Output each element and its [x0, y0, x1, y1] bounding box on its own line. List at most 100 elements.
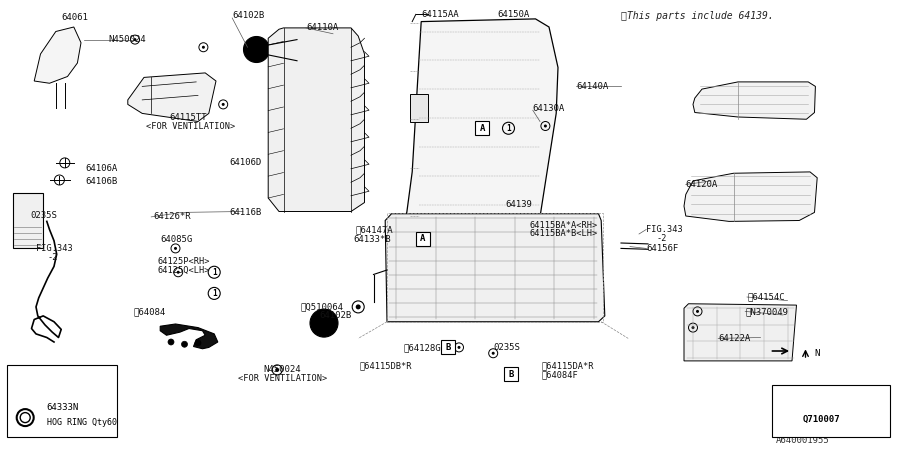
Text: ※This parts include 64139.: ※This parts include 64139. [621, 11, 774, 21]
Text: FIG.343: FIG.343 [36, 244, 73, 253]
Text: 64120A: 64120A [686, 180, 718, 189]
Bar [441, 340, 455, 355]
Circle shape [174, 247, 177, 250]
Text: ※64115DA*R: ※64115DA*R [542, 361, 594, 370]
Circle shape [322, 321, 326, 325]
Text: <FOR VENTILATION>: <FOR VENTILATION> [238, 374, 328, 383]
Text: B: B [446, 343, 451, 352]
Circle shape [322, 321, 326, 325]
Text: 1: 1 [506, 124, 511, 133]
Text: 64156F: 64156F [646, 244, 679, 253]
Text: ※64115DB*R: ※64115DB*R [360, 361, 412, 370]
Text: ※64147A: ※64147A [356, 225, 393, 234]
Bar [416, 231, 430, 246]
Text: HOG RING Qty60: HOG RING Qty60 [47, 418, 117, 427]
Text: 64061: 64061 [61, 13, 88, 22]
Polygon shape [405, 19, 558, 223]
Text: N450024: N450024 [108, 35, 146, 44]
Text: -2: -2 [657, 234, 668, 243]
Circle shape [691, 326, 695, 329]
Text: 64126*R: 64126*R [153, 212, 191, 221]
Polygon shape [268, 28, 364, 212]
Text: 64106D: 64106D [230, 158, 262, 167]
Circle shape [322, 321, 326, 325]
Text: 1: 1 [212, 268, 217, 277]
Text: 64140A: 64140A [576, 82, 608, 91]
Text: ※N370049: ※N370049 [745, 307, 788, 316]
Text: 64115AA: 64115AA [421, 10, 459, 19]
Text: 64085G: 64085G [160, 235, 193, 244]
Bar [387, 213, 603, 322]
Text: A: A [480, 124, 485, 133]
Polygon shape [385, 214, 605, 322]
Bar [475, 121, 490, 135]
Circle shape [322, 321, 326, 325]
Polygon shape [684, 304, 796, 361]
Circle shape [315, 314, 333, 332]
Text: ※Q510064: ※Q510064 [301, 302, 344, 311]
Text: -2: -2 [48, 253, 58, 262]
Circle shape [244, 36, 269, 63]
Circle shape [249, 42, 264, 57]
Circle shape [491, 352, 495, 355]
Circle shape [254, 46, 259, 53]
Circle shape [322, 321, 326, 325]
Circle shape [322, 321, 326, 325]
Text: 64115BA*B<LH>: 64115BA*B<LH> [529, 230, 598, 238]
Text: 0235S: 0235S [31, 212, 58, 220]
Circle shape [168, 339, 174, 345]
Text: 64333N: 64333N [47, 403, 79, 412]
Circle shape [544, 125, 547, 127]
Text: 64106A: 64106A [86, 164, 118, 173]
Polygon shape [160, 324, 218, 349]
Bar [772, 384, 890, 436]
Bar [7, 364, 117, 436]
Text: 64102B: 64102B [232, 11, 265, 20]
Text: Q710007: Q710007 [803, 415, 841, 424]
Text: 64130A: 64130A [533, 104, 565, 113]
Circle shape [696, 310, 699, 313]
Bar [410, 94, 428, 122]
Text: 64115TT: 64115TT [169, 113, 207, 122]
Text: 1: 1 [785, 415, 790, 424]
Text: N450024: N450024 [264, 365, 302, 374]
Text: A640001955: A640001955 [776, 436, 830, 445]
Text: 64150A: 64150A [498, 10, 530, 19]
Text: 64102B: 64102B [320, 311, 352, 320]
Text: ※64128G: ※64128G [403, 343, 441, 352]
Polygon shape [34, 27, 81, 83]
Text: 64125P<RH>: 64125P<RH> [158, 257, 210, 266]
Text: B: B [508, 370, 514, 379]
Text: A: A [420, 234, 426, 243]
Text: 64133*B: 64133*B [354, 235, 392, 244]
Circle shape [195, 340, 201, 346]
Text: 1: 1 [212, 289, 217, 298]
Circle shape [310, 309, 338, 337]
Text: 64125Q<LH>: 64125Q<LH> [158, 266, 210, 275]
Circle shape [202, 46, 205, 49]
Text: <FOR VENTILATION>: <FOR VENTILATION> [146, 122, 235, 131]
Text: 64106B: 64106B [86, 177, 118, 186]
Bar [504, 367, 518, 382]
Text: 64139: 64139 [506, 200, 533, 209]
Text: 64116B: 64116B [230, 208, 262, 217]
Circle shape [322, 321, 326, 325]
Circle shape [182, 341, 187, 347]
Text: 64110A: 64110A [306, 22, 338, 32]
Bar [13, 194, 42, 248]
Circle shape [322, 321, 326, 325]
Polygon shape [684, 172, 817, 221]
Circle shape [457, 346, 461, 349]
Circle shape [356, 304, 361, 310]
Circle shape [320, 319, 328, 327]
Text: 64115BA*A<RH>: 64115BA*A<RH> [529, 220, 598, 230]
Polygon shape [693, 82, 815, 119]
Text: ※64154C: ※64154C [747, 292, 785, 302]
Circle shape [322, 321, 326, 325]
Circle shape [133, 38, 137, 41]
Circle shape [322, 321, 326, 325]
Text: N: N [814, 349, 820, 358]
Circle shape [322, 321, 326, 325]
Text: ※64084F: ※64084F [542, 370, 579, 379]
Polygon shape [128, 73, 216, 122]
